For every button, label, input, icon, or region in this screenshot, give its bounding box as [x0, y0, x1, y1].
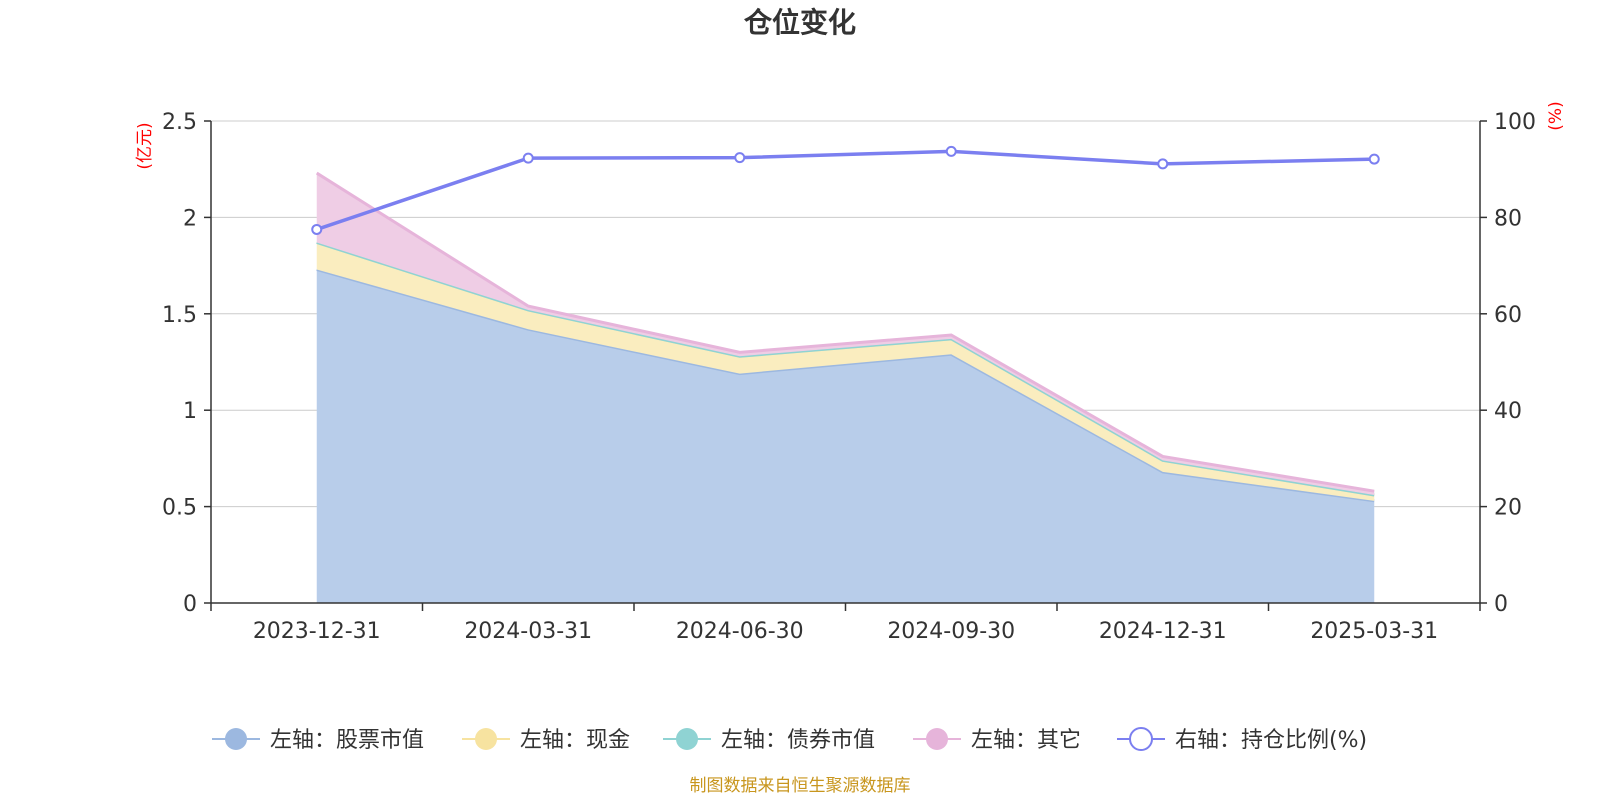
- legend-marker: [475, 728, 497, 750]
- x-axis-tick-label: 2025-03-31: [1310, 619, 1438, 644]
- x-axis-tick-label: 2024-12-31: [1099, 619, 1227, 644]
- x-axis-tick-label: 2024-03-31: [464, 619, 592, 644]
- area-edge-line: [315, 171, 1375, 493]
- left-axis-tick-label: 0: [183, 592, 197, 617]
- position-ratio-point: [734, 152, 746, 164]
- area-fill-9cb8e0: [316, 269, 1375, 603]
- legend-label: 左轴：其它: [971, 728, 1081, 753]
- legend-marker: [676, 728, 698, 750]
- legend: 左轴：股票市值 左轴：现金 左轴：债券市值 左轴：其它 右轴：持仓比例(%): [212, 727, 1367, 753]
- right-axis-tick-label: 100: [1494, 110, 1536, 135]
- axes: 0 0.5 1 1.5 2 2.5 0 20 40 60 80 100 2023-12-31 2024-0…: [162, 110, 1536, 644]
- left-axis-tick-label: 2: [183, 206, 197, 231]
- source-note: 制图数据来自恒生聚源数据库: [690, 776, 911, 796]
- legend-label: 左轴：现金: [520, 728, 630, 753]
- legend-marker: [926, 728, 948, 750]
- position-ratio-point: [1157, 158, 1169, 170]
- x-axis-tick-label: 2024-09-30: [887, 619, 1015, 644]
- x-axis-tick-label: 2024-06-30: [676, 619, 804, 644]
- x-axis-tick-label: 2023-12-31: [253, 619, 381, 644]
- right-axis-tick-label: 20: [1494, 496, 1522, 521]
- legend-label: 右轴：持仓比例(%): [1175, 728, 1367, 753]
- right-axis-unit: (%): [1546, 101, 1566, 130]
- area-series: [315, 171, 1375, 603]
- position-ratio-point: [945, 145, 957, 157]
- right-axis-tick-label: 0: [1494, 592, 1508, 617]
- right-axis-tick-label: 60: [1494, 303, 1522, 328]
- left-axis-tick-label: 1.5: [162, 303, 197, 328]
- position-ratio-point: [522, 152, 534, 164]
- position-ratio-point: [311, 223, 323, 235]
- position-ratio-line: [316, 149, 1375, 232]
- left-axis-unit: (亿元): [135, 122, 155, 169]
- right-axis-tick-label: 40: [1494, 399, 1522, 424]
- legend-label: 左轴：股票市值: [270, 728, 424, 753]
- legend-marker: [225, 728, 247, 750]
- area-fill-f7e3a0: [316, 242, 1375, 501]
- left-axis-tick-label: 1: [183, 399, 197, 424]
- left-axis-tick-label: 0.5: [162, 496, 197, 521]
- legend-marker-hollow: [1129, 727, 1153, 751]
- left-axis-tick-label: 2.5: [162, 110, 197, 135]
- line-series: [311, 145, 1380, 235]
- position-ratio-point: [1368, 153, 1380, 165]
- legend-label: 左轴：债券市值: [721, 728, 875, 753]
- chart-title: 仓位变化: [744, 6, 856, 39]
- right-axis-tick-label: 80: [1494, 206, 1522, 231]
